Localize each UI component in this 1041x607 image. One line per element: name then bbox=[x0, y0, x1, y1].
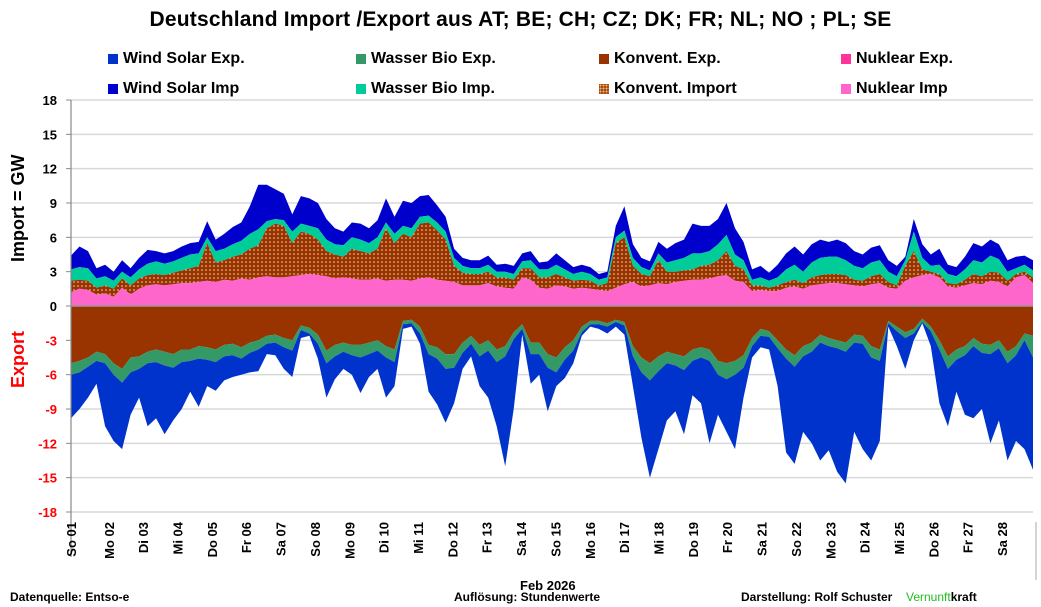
y-tick-label: -12 bbox=[38, 436, 57, 451]
x-tick-label: Fr 20 bbox=[720, 522, 735, 553]
x-tick-label: Fr 13 bbox=[480, 522, 495, 553]
x-tick-label: Mi 18 bbox=[652, 522, 667, 555]
x-tick-labels: So 01 Mo 02 Di 03 Mi 04 Do 05 Fr 06 Sa 07 So 08… bbox=[64, 521, 1010, 559]
footer-source: Datenquelle: Entso-e bbox=[10, 590, 130, 604]
y-tick-label: 0 bbox=[50, 299, 57, 314]
legend-nuklear-imp: Nuklear Imp bbox=[841, 80, 948, 98]
y-tick-label: -9 bbox=[45, 402, 57, 417]
area-wind-solar-imp bbox=[71, 184, 1033, 281]
legend-swatch-icon bbox=[599, 84, 609, 94]
chart-title: Deutschland Import /Export aus AT; BE; C… bbox=[149, 8, 892, 31]
legend-label: Konvent. Exp. bbox=[614, 50, 721, 67]
x-tick-label: Di 03 bbox=[136, 522, 151, 553]
area-wasser-bio-exp bbox=[71, 318, 1033, 383]
y-tick-label: 15 bbox=[43, 127, 57, 142]
x-tick-label: Sa 14 bbox=[514, 521, 529, 556]
legend-swatch-icon bbox=[599, 54, 609, 64]
x-tick-label: Do 12 bbox=[445, 522, 460, 557]
x-tick-label: Do 05 bbox=[205, 522, 220, 557]
legend-swatch-icon bbox=[841, 54, 851, 64]
y-axis-title-export: Export bbox=[8, 331, 28, 388]
legend-wind-solar-imp: Wind Solar Imp bbox=[108, 80, 239, 98]
legend-label: Nuklear Imp bbox=[856, 80, 948, 97]
footer-author: Darstellung: Rolf Schuster bbox=[741, 590, 893, 604]
x-tick-label: Sa 28 bbox=[995, 522, 1010, 556]
legend-wind-solar-exp: Wind Solar Exp. bbox=[108, 50, 245, 68]
x-axis-title: Feb 2026 bbox=[520, 578, 576, 593]
x-tick-label: Mi 04 bbox=[171, 521, 186, 554]
brand-green: Vernunft bbox=[906, 590, 951, 604]
area-series bbox=[71, 184, 1033, 484]
legend-label: Konvent. Import bbox=[614, 80, 737, 97]
x-tick-label: Mo 23 bbox=[823, 522, 838, 559]
x-tick-label: Mo 02 bbox=[102, 522, 117, 559]
x-tick-label: Mo 09 bbox=[342, 522, 357, 559]
legend-label: Wasser Bio Imp. bbox=[371, 80, 495, 97]
x-tick-label: Sa 21 bbox=[755, 522, 770, 556]
x-tick-label: Fr 27 bbox=[961, 522, 976, 553]
axes bbox=[66, 99, 1037, 580]
y-tick-labels: 18 15 12 9 6 3 0 -3 -6 -9 -12 -15 -18 bbox=[38, 93, 57, 520]
y-tick-label: -15 bbox=[38, 471, 57, 486]
y-tick-label: -6 bbox=[45, 368, 57, 383]
legend-label: Wasser Bio Exp. bbox=[371, 50, 496, 67]
legend-konvent-exp: Konvent. Exp. bbox=[599, 50, 721, 68]
x-tick-label: So 15 bbox=[548, 522, 563, 557]
area-konvent-exp bbox=[71, 306, 1033, 369]
legend-wasser-bio-imp: Wasser Bio Imp. bbox=[356, 80, 495, 98]
x-tick-label: Di 10 bbox=[377, 522, 392, 553]
legend-konvent-import: Konvent. Import bbox=[599, 80, 737, 98]
legend-swatch-icon bbox=[108, 54, 118, 64]
x-tick-label: Mo 16 bbox=[583, 522, 598, 559]
legend-swatch-icon bbox=[356, 54, 366, 64]
y-axis-title-import: Import = GW bbox=[8, 154, 28, 262]
x-tick-label: So 22 bbox=[789, 522, 804, 557]
brand-black: kraft bbox=[950, 590, 977, 604]
legend-label: Wind Solar Exp. bbox=[123, 50, 245, 67]
x-tick-label: So 08 bbox=[308, 522, 323, 557]
legend-nuklear-exp: Nuklear Exp. bbox=[841, 50, 953, 68]
x-tick-label: Di 24 bbox=[858, 521, 873, 553]
y-tick-label: -3 bbox=[45, 333, 57, 348]
legend-swatch-icon bbox=[841, 84, 851, 94]
x-tick-label: Sa 07 bbox=[274, 522, 289, 556]
legend-swatch-icon bbox=[108, 84, 118, 94]
legend-swatch-icon bbox=[356, 84, 366, 94]
y-tick-label: -18 bbox=[38, 505, 57, 520]
legend-label: Wind Solar Imp bbox=[123, 80, 240, 97]
x-tick-label: So 01 bbox=[64, 522, 79, 557]
y-tick-label: 18 bbox=[43, 93, 57, 108]
area-wind-solar-exp bbox=[71, 322, 1033, 484]
x-tick-label: Mi 25 bbox=[892, 522, 907, 555]
x-tick-label: Di 17 bbox=[617, 522, 632, 553]
y-tick-label: 9 bbox=[50, 196, 57, 211]
y-tick-label: 3 bbox=[50, 265, 57, 280]
y-tick-label: 6 bbox=[50, 230, 57, 245]
x-tick-label: Do 19 bbox=[686, 522, 701, 557]
area-nuklear-imp bbox=[71, 274, 1033, 306]
footer-brand: Vernunftkraft bbox=[906, 590, 977, 604]
area-wasser-bio-imp bbox=[71, 215, 1033, 289]
legend-wasser-bio-exp: Wasser Bio Exp. bbox=[356, 50, 496, 68]
x-tick-label: Mi 11 bbox=[411, 522, 426, 554]
x-tick-label: Fr 06 bbox=[239, 522, 254, 553]
x-tick-label: Do 26 bbox=[926, 522, 941, 557]
area-konvent-import bbox=[71, 222, 1033, 297]
legend-label: Nuklear Exp. bbox=[856, 50, 953, 67]
footer-resolution: Auflösung: Stundenwerte bbox=[454, 590, 600, 604]
y-tick-label: 12 bbox=[43, 162, 57, 177]
